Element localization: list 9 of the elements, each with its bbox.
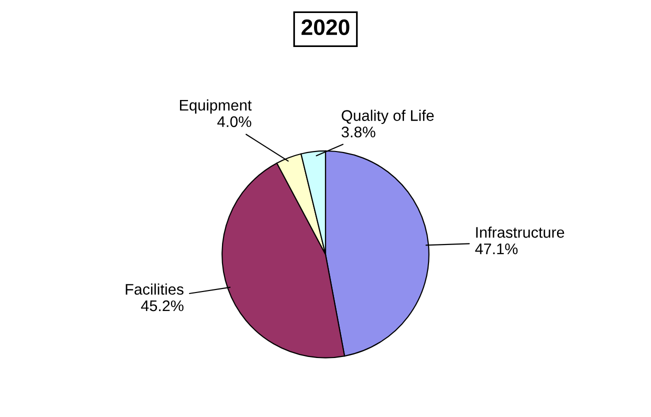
chart-title: 2020 <box>302 19 350 36</box>
slice-label: Infrastructure <box>476 226 564 238</box>
data-label: 45.2% <box>141 300 184 312</box>
slice-label: Quality of Life <box>342 110 434 124</box>
slice-label: Facilities <box>126 284 184 295</box>
data-label: 3.8% <box>342 126 376 138</box>
data-label: 47.1% <box>475 244 518 254</box>
slice-label: Equipment <box>180 99 252 114</box>
data-label: 4.0% <box>217 116 252 128</box>
